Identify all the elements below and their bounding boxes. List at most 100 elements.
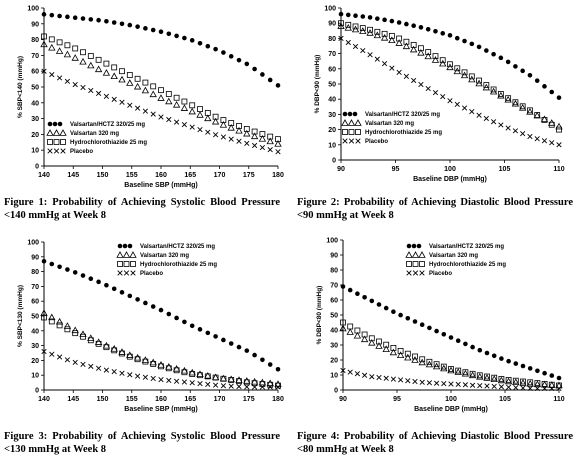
data-point <box>65 14 70 20</box>
legend-marker <box>122 251 131 258</box>
data-point <box>403 38 410 45</box>
data-point <box>127 372 133 378</box>
data-point <box>267 362 273 367</box>
data-point <box>556 142 562 148</box>
data-point <box>72 270 78 275</box>
legend-marker <box>411 251 420 258</box>
data-point <box>417 48 425 56</box>
data-point <box>174 33 179 39</box>
series-dot <box>41 12 281 88</box>
x-tick-label: 145 <box>67 172 79 179</box>
data-point <box>244 348 250 353</box>
legend-marker <box>355 138 361 144</box>
legend-marker <box>122 243 128 249</box>
data-point <box>64 78 71 84</box>
data-point <box>427 325 432 331</box>
data-point <box>134 105 141 111</box>
data-point <box>149 358 157 366</box>
data-point <box>404 353 412 361</box>
data-point <box>476 372 484 380</box>
data-point <box>439 59 447 67</box>
y-tick-label: 40 <box>31 100 39 107</box>
data-point <box>491 51 496 57</box>
x-tick-label: 175 <box>243 396 255 403</box>
data-point <box>143 300 148 306</box>
data-point <box>141 356 150 363</box>
data-point <box>411 77 417 84</box>
data-point <box>347 323 354 330</box>
y-axis-label: % SBP<140 (mmHg) <box>17 56 24 118</box>
data-point <box>228 341 234 346</box>
y-tick-label: 20 <box>31 358 39 365</box>
data-point <box>80 333 86 340</box>
data-point <box>403 73 410 80</box>
y-tick-label: 60 <box>31 299 39 306</box>
data-point <box>211 117 220 125</box>
legend-label: Placebo <box>140 271 163 277</box>
legend-symbol <box>405 251 426 258</box>
y-tick-label: 40 <box>31 328 39 335</box>
data-point <box>80 273 86 278</box>
data-point <box>354 371 361 377</box>
data-point <box>405 378 411 384</box>
data-point <box>95 90 102 97</box>
data-point <box>72 81 78 88</box>
data-point <box>497 376 506 384</box>
y-axis-label: % DBP<90 (mmHg) <box>314 55 321 114</box>
y-tick-label: 50 <box>330 313 338 320</box>
data-point <box>141 86 150 94</box>
data-point <box>157 94 165 101</box>
y-tick-label: 0 <box>332 158 336 165</box>
data-point <box>40 309 48 316</box>
legend-marker <box>355 129 361 135</box>
x-tick-label: 180 <box>272 396 284 403</box>
data-point <box>441 380 447 387</box>
y-tick-label: 80 <box>328 36 336 43</box>
data-point <box>87 53 94 59</box>
data-point <box>448 335 454 340</box>
data-point <box>134 356 141 363</box>
data-point <box>87 337 94 344</box>
data-point <box>540 380 549 388</box>
data-point <box>72 45 79 52</box>
data-point <box>389 348 398 356</box>
data-point <box>49 71 55 78</box>
data-point <box>490 86 497 93</box>
data-point <box>355 291 360 296</box>
data-point <box>463 341 468 347</box>
data-point <box>96 17 101 23</box>
data-point <box>267 77 273 83</box>
data-point <box>469 41 475 47</box>
legend-marker <box>53 148 60 154</box>
data-point <box>143 26 148 31</box>
data-point <box>454 35 460 41</box>
data-point <box>220 383 227 389</box>
legend-marker <box>60 139 66 145</box>
data-point <box>221 337 226 343</box>
data-point <box>150 83 157 90</box>
data-point <box>41 348 47 355</box>
x-tick-label: 100 <box>445 396 457 403</box>
legend-marker <box>342 138 348 144</box>
data-point <box>383 305 389 311</box>
legend-symbol <box>117 243 133 249</box>
data-point <box>527 385 533 392</box>
legend-marker <box>130 261 136 267</box>
legend-symbol <box>342 129 361 135</box>
legend-marker <box>342 111 348 117</box>
data-point <box>103 93 110 99</box>
data-point <box>483 374 491 381</box>
legend-marker <box>412 261 419 267</box>
data-point <box>243 379 250 386</box>
x-tick-label: 95 <box>392 166 400 173</box>
data-point <box>180 104 189 111</box>
data-point <box>64 326 71 333</box>
data-point <box>189 323 195 329</box>
data-point <box>469 370 476 377</box>
y-tick-label: 30 <box>328 112 336 119</box>
data-point <box>484 383 490 389</box>
data-point <box>556 375 562 381</box>
data-point <box>373 31 382 39</box>
data-point <box>235 126 243 134</box>
data-point <box>511 99 520 107</box>
